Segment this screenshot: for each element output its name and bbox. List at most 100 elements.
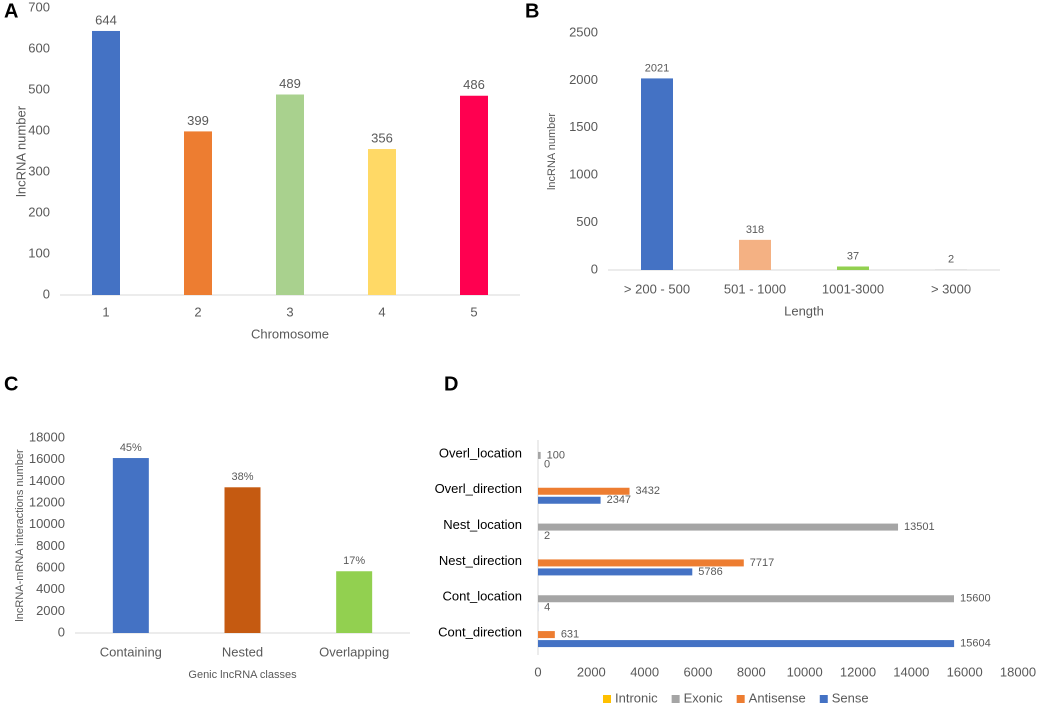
y-tick-label: 1500 [569,119,598,134]
y-tick-label: 0 [43,286,50,301]
data-label: 15600 [960,593,991,605]
bar [538,451,541,459]
bar [276,94,304,295]
panel-label: B [525,0,539,22]
legend-swatch [603,695,611,703]
y-tick-label: 18000 [29,429,65,444]
bar [538,568,693,576]
data-label: 486 [463,77,485,92]
y-axis-title: lncRNA-mRNA interactions number [14,449,26,622]
y-tick-label: 200 [28,204,50,219]
x-tick-label: 8000 [737,664,766,679]
y-tick-label: 300 [28,163,50,178]
x-tick-label: 5 [470,304,477,319]
x-axis-title: Length [784,303,824,318]
data-label: 38% [231,471,253,483]
data-label: 3432 [636,485,660,497]
bar [837,266,869,270]
y-tick-label: 0 [591,261,598,276]
data-label: 318 [746,224,764,236]
data-label: 489 [279,76,301,91]
x-tick-label: > 3000 [931,281,971,296]
data-label: 7717 [750,557,774,569]
x-tick-label: Containing [100,644,162,659]
x-tick-label: > 200 - 500 [624,281,690,296]
x-tick-label: 1001-3000 [822,281,884,296]
bar [538,559,744,567]
data-label: 399 [187,113,209,128]
data-label: 100 [547,449,565,461]
legend-label: Antisense [749,690,806,705]
y-tick-label: 16000 [29,451,65,466]
x-tick-label: 4000 [630,664,659,679]
data-label: 15604 [960,637,991,649]
bar [538,640,955,648]
x-tick-label: 10000 [787,664,823,679]
data-label: 2 [544,530,550,542]
y-axis-title: lncRNA number [13,105,28,197]
y-axis-title: lncRNA number [546,113,558,190]
bar [538,595,954,603]
x-tick-label: Nested [222,644,263,659]
data-label: 0 [544,458,550,470]
y-tick-label: 700 [28,0,50,14]
x-tick-label: 0 [534,664,541,679]
y-tick-label: 6000 [36,559,65,574]
y-tick-label: 400 [28,122,50,137]
x-tick-label: 16000 [947,664,983,679]
y-tick-label: 14000 [29,473,65,488]
bar [224,487,261,633]
x-tick-label: 14000 [893,664,929,679]
x-axis-title: Genic lncRNA classes [188,669,297,681]
data-label: 4 [544,602,550,614]
x-tick-label: 12000 [840,664,876,679]
y-tick-label: 1000 [569,167,598,182]
y-tick-label: Overl_direction [435,481,522,496]
y-tick-label: Cont_location [443,589,523,604]
y-tick-label: 600 [28,40,50,55]
legend-swatch [819,695,828,703]
data-label: 2 [948,254,954,266]
legend-label: Sense [832,690,869,705]
y-tick-label: 0 [58,624,65,639]
legend-label: Exonic [684,690,724,705]
x-tick-label: 501 - 1000 [724,281,786,296]
y-tick-label: 12000 [29,494,65,509]
data-label: 17% [343,555,365,567]
y-tick-label: 2000 [569,72,598,87]
x-tick-label: Overlapping [319,644,389,659]
x-tick-label: 4 [378,304,385,319]
data-label: 644 [95,12,117,27]
data-label: 45% [120,442,142,454]
x-tick-label: 2 [194,304,201,319]
data-label: 631 [561,628,579,640]
legend-swatch [736,695,745,703]
data-label: 2021 [645,62,669,74]
bar [184,131,212,295]
data-label: 37 [847,250,859,262]
legend-swatch [671,695,680,703]
bar [538,523,899,531]
bar [368,149,396,295]
y-tick-label: Cont_direction [438,625,522,640]
x-tick-label: 2000 [577,664,606,679]
bar [460,95,488,296]
data-label: 2347 [607,494,631,506]
y-tick-label: 2000 [36,603,65,618]
panel-label: A [4,0,18,22]
bar [112,458,149,633]
x-tick-label: 6000 [684,664,713,679]
bar [336,571,373,633]
x-axis-title: Chromosome [251,326,329,341]
x-tick-label: 3 [286,304,293,319]
bar [538,487,630,495]
bar [92,30,120,296]
panel-label: C [4,373,18,395]
y-tick-label: Nest_direction [439,553,522,568]
bar [538,631,555,639]
y-tick-label: Overl_location [439,445,522,460]
data-label: 356 [371,130,393,145]
panel-label: D [444,373,458,395]
data-label: 5786 [698,566,722,578]
